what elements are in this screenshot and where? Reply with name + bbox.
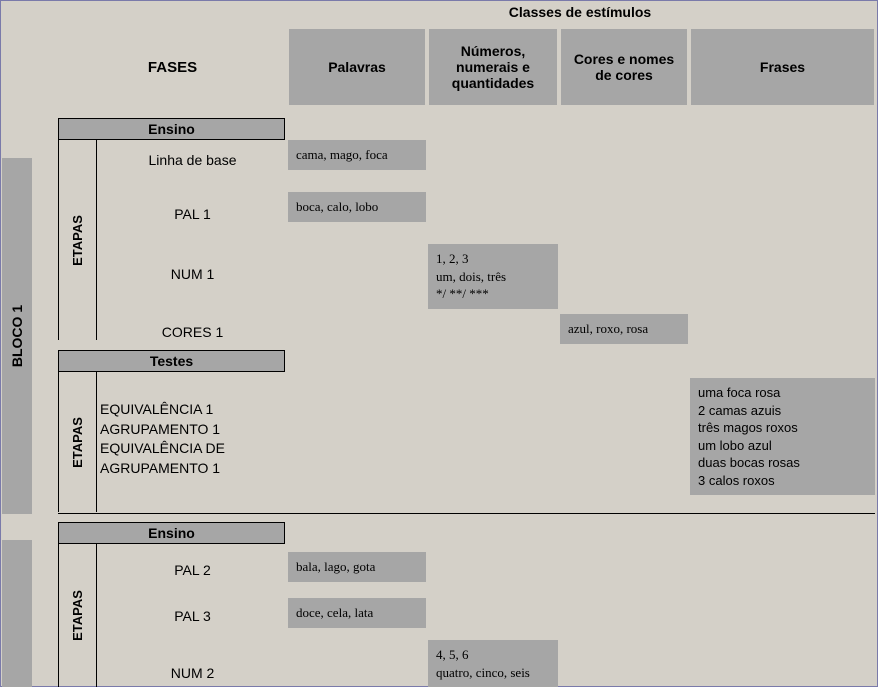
cell-cores1-cores: azul, roxo, rosa bbox=[560, 314, 688, 344]
bloco-1-label-text: BLOCO 1 bbox=[9, 305, 25, 367]
stimulus-classes-super-header: Classes de estímulos bbox=[285, 4, 875, 20]
stage-pal-1: PAL 1 bbox=[100, 206, 285, 222]
stage-pal-2: PAL 2 bbox=[100, 562, 285, 578]
section-bar-ensino-1: Ensino bbox=[58, 118, 285, 140]
etapas-label-ensino-2: ETAPAS bbox=[58, 544, 96, 687]
column-header-cores: Cores e nomes de cores bbox=[560, 28, 688, 106]
vline-etapas-testes-1 bbox=[96, 372, 97, 512]
divider-block1-end bbox=[58, 513, 875, 514]
cell-pal3-palavras: doce, cela, lata bbox=[288, 598, 426, 628]
cell-linha-base-palavras: cama, mago, foca bbox=[288, 140, 426, 170]
cell-pal2-palavras: bala, lago, gota bbox=[288, 552, 426, 582]
stage-pal-3: PAL 3 bbox=[100, 608, 285, 624]
column-header-frases: Frases bbox=[690, 28, 875, 106]
stage-num-2: NUM 2 bbox=[100, 665, 285, 681]
vline-etapas-ensino-1 bbox=[96, 140, 97, 340]
vline-left-ensino-2 bbox=[58, 544, 59, 687]
section-bar-testes-1: Testes bbox=[58, 350, 285, 372]
bloco-1-label: BLOCO 1 bbox=[2, 158, 32, 514]
section-bar-ensino-2: Ensino bbox=[58, 522, 285, 544]
column-header-palavras: Palavras bbox=[288, 28, 426, 106]
stage-num-1: NUM 1 bbox=[100, 266, 285, 282]
stage-equivalencia-1: EQUIVALÊNCIA 1 AGRUPAMENTO 1 EQUIVALÊNCI… bbox=[100, 400, 285, 478]
etapas-text-3: ETAPAS bbox=[70, 590, 85, 641]
cell-equiv-frases: uma foca rosa 2 camas azuis três magos r… bbox=[690, 378, 875, 495]
cell-num1-numeros: 1, 2, 3 um, dois, três */ **/ *** bbox=[428, 244, 558, 309]
etapas-label-ensino-1: ETAPAS bbox=[58, 140, 96, 340]
stage-cores-1: CORES 1 bbox=[100, 324, 285, 340]
stage-linha-de-base: Linha de base bbox=[100, 152, 285, 168]
vline-left-ensino-1 bbox=[58, 140, 59, 340]
etapas-text: ETAPAS bbox=[70, 215, 85, 266]
column-header-numeros: Números, numerais e quantidades bbox=[428, 28, 558, 106]
vline-etapas-ensino-2 bbox=[96, 544, 97, 687]
etapas-label-testes-1: ETAPAS bbox=[58, 372, 96, 512]
bloco-2-label-stub bbox=[2, 540, 32, 687]
cell-pal1-palavras: boca, calo, lobo bbox=[288, 192, 426, 222]
column-header-fases: FASES bbox=[60, 28, 285, 106]
cell-num2-numeros: 4, 5, 6 quatro, cinco, seis bbox=[428, 640, 558, 687]
vline-left-testes-1 bbox=[58, 372, 59, 512]
etapas-text-2: ETAPAS bbox=[70, 417, 85, 468]
